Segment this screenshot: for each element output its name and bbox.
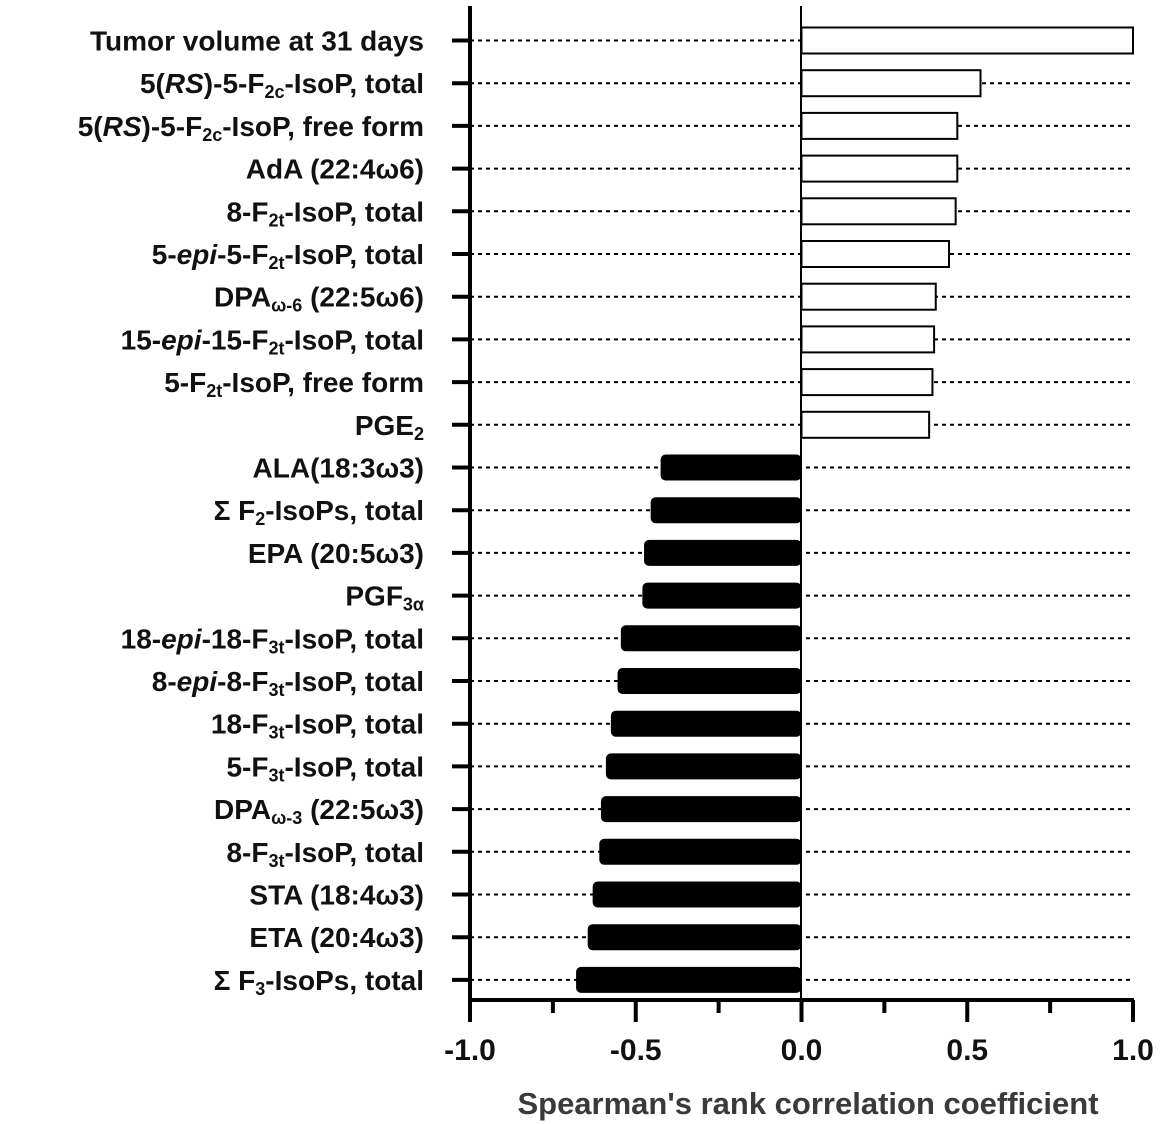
category-label: 15-epi-15-F2t-IsoP, total — [121, 324, 424, 358]
category-label: 5-F3t-IsoP, total — [226, 751, 424, 785]
category-label: 5(RS)-5-F2c-IsoP, total — [140, 68, 424, 102]
category-label: 8-F3t-IsoP, total — [226, 837, 424, 871]
bar-negative — [660, 454, 802, 481]
category-label: DPAω-6 (22:5ω6) — [214, 282, 424, 316]
x-tick-label: 0.0 — [781, 1034, 823, 1067]
x-tick-label: 0.5 — [946, 1034, 988, 1067]
bar-negative — [576, 966, 802, 993]
category-labels: Tumor volume at 31 days 5(RS)-5-F2c-IsoP,… — [78, 26, 424, 999]
bar-positive — [800, 325, 936, 354]
bar-positive — [800, 240, 951, 268]
bar-negative — [600, 796, 802, 823]
bar-negative — [620, 625, 802, 652]
category-label: Σ F2-IsoPs, total — [214, 495, 424, 529]
category-label: 8-F2t-IsoP, total — [226, 196, 424, 230]
category-label: 5-F2t-IsoP, free form — [164, 367, 424, 401]
category-label: AdA (22:4ω6) — [246, 154, 424, 185]
category-label: PGE2 — [355, 410, 424, 444]
bar-negative — [592, 881, 802, 908]
category-label: STA (18:4ω3) — [249, 880, 424, 911]
bar-positive — [800, 197, 957, 226]
x-axis-title: Spearman's rank correlation coefficient — [517, 1086, 1098, 1121]
bar-negative — [644, 539, 802, 566]
x-tick-label: 1.0 — [1112, 1034, 1154, 1067]
x-ticks — [468, 1000, 1135, 1022]
category-label: PGF3α — [345, 581, 424, 615]
bar-positive — [800, 69, 982, 98]
bar-negative — [605, 753, 802, 780]
category-label: 5(RS)-5-F2c-IsoP, free form — [78, 111, 424, 145]
category-label: Σ F3-IsoPs, total — [214, 965, 424, 999]
bar-positive — [800, 111, 959, 140]
category-label: ETA (20:4ω3) — [249, 922, 424, 953]
category-label: 18-epi-18-F3t-IsoP, total — [121, 623, 424, 657]
category-label: DPAω-3 (22:5ω3) — [214, 794, 424, 828]
bar-positive — [800, 154, 959, 183]
bar-negative — [642, 582, 802, 609]
category-label: ALA(18:3ω3) — [253, 453, 424, 484]
bar-negative — [587, 924, 802, 951]
bar-positive — [800, 410, 931, 439]
bar-negative — [650, 497, 802, 524]
category-label: 5-epi-5-F2t-IsoP, total — [152, 239, 424, 273]
category-label: 18-F3t-IsoP, total — [211, 709, 424, 743]
x-tick-label: -0.5 — [610, 1034, 662, 1067]
bar-positive — [800, 26, 1134, 55]
bar-positive — [800, 282, 937, 311]
x-tick-label: -1.0 — [444, 1034, 496, 1067]
bar-negative — [599, 838, 802, 865]
category-label: Tumor volume at 31 days — [90, 26, 424, 57]
bar-negative — [617, 668, 802, 694]
bar-positive — [800, 368, 934, 397]
category-label: EPA (20:5ω3) — [248, 538, 424, 569]
y-ticks — [452, 38, 470, 982]
x-tick-labels: -1.0 -0.5 0.0 0.5 1.0 — [444, 1034, 1154, 1067]
category-label: 8-epi-8-F3t-IsoP, total — [152, 666, 424, 700]
bar-negative — [610, 710, 802, 737]
